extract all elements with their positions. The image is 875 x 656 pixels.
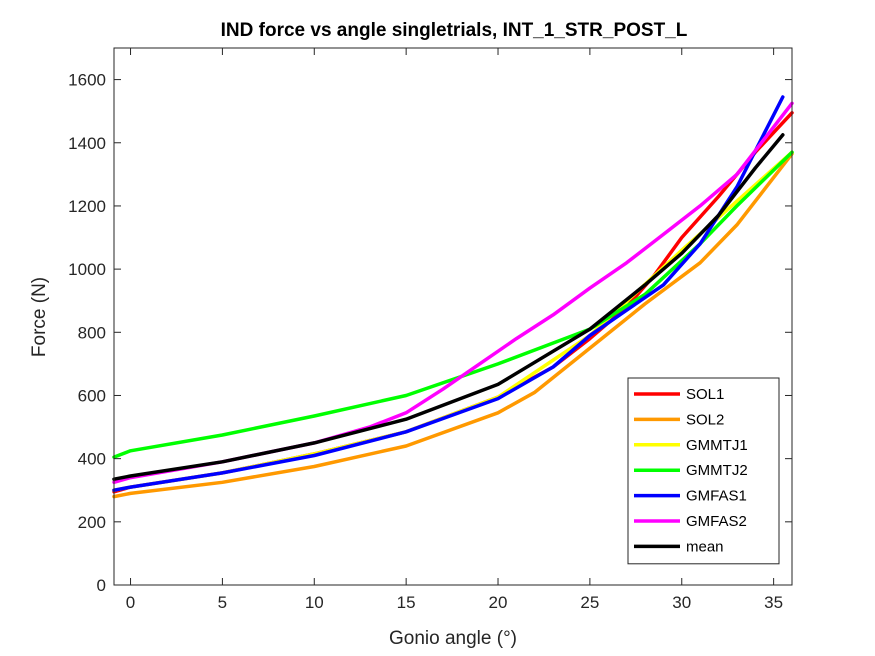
x-tick-label: 20 [489, 593, 508, 612]
series-line-mean [112, 133, 785, 481]
y-tick-label: 800 [78, 323, 106, 342]
legend-label-gmmtj2: GMMTJ2 [686, 462, 748, 479]
y-tick-label: 400 [78, 450, 106, 469]
y-axis-label: Force (N) [29, 277, 50, 357]
legend: SOL1 SOL2 GMMTJ1 GMMTJ2 GMFAS1 GMFAS2 mean [627, 377, 780, 565]
legend-label-gmmtj1: GMMTJ1 [686, 437, 748, 454]
x-axis-label: Gonio angle (°) [389, 628, 517, 649]
series-line-gmmtj2 [112, 150, 794, 459]
y-tick-label: 1200 [68, 197, 106, 216]
series-line-gmfas1 [112, 95, 785, 492]
y-tick-label: 1600 [68, 71, 106, 90]
y-tick-label: 1400 [68, 134, 106, 153]
x-tick-label: 0 [126, 593, 135, 612]
legend-label-gmfas2: GMFAS2 [686, 513, 747, 530]
x-tick-label: 25 [580, 593, 599, 612]
legend-label-gmfas1: GMFAS1 [686, 488, 747, 505]
x-tick-label: 5 [218, 593, 227, 612]
x-tick-label: 30 [672, 593, 691, 612]
legend-label-mean: mean [686, 538, 724, 555]
series-line-sol2 [112, 152, 794, 499]
series-layer [112, 95, 794, 499]
legend-label-sol1: SOL1 [686, 386, 724, 403]
x-tick-label: 15 [397, 593, 416, 612]
x-tick-label: 10 [305, 593, 324, 612]
legend-label-sol2: SOL2 [686, 411, 724, 428]
y-tick-label: 600 [78, 386, 106, 405]
y-tick-label: 0 [97, 576, 106, 595]
axes-box [113, 47, 793, 586]
axes-layer: 0 5 10 15 20 25 30 35 0 200 400 600 800 1000 1200 1400 1… [68, 47, 793, 612]
x-tick-label: 35 [764, 593, 783, 612]
y-tick-label: 200 [78, 513, 106, 532]
chart-title: IND force vs angle singletrials, INT_1_S… [221, 20, 688, 41]
y-tick-label: 1000 [68, 260, 106, 279]
